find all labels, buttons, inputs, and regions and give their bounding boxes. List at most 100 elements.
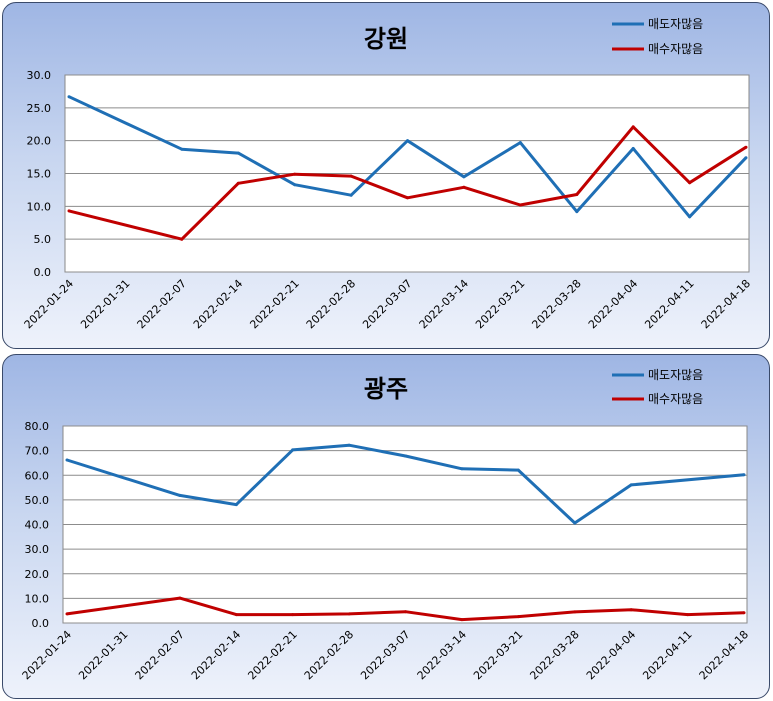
- x-tick-label: 2022-03-21: [471, 628, 525, 682]
- y-tick-label: 30.0: [25, 543, 50, 556]
- data-point: [349, 193, 353, 197]
- data-point: [291, 448, 295, 452]
- x-tick-label: 2022-04-04: [586, 277, 640, 331]
- x-tick-label: 2022-03-07: [358, 628, 412, 682]
- data-point: [404, 610, 407, 614]
- y-tick-label: 20.0: [25, 568, 50, 581]
- data-point: [65, 612, 69, 616]
- x-tick-label: 2022-03-28: [529, 277, 583, 331]
- y-tick-label: 30.0: [27, 69, 52, 82]
- y-tick-label: 0.0: [34, 266, 52, 279]
- legend-label: 매수자많음: [648, 392, 703, 406]
- series-line-sell: [68, 95, 748, 219]
- data-point: [67, 209, 71, 213]
- x-tick-label: 2022-03-28: [527, 628, 581, 682]
- x-tick-label: 2022-02-07: [133, 628, 187, 682]
- data-point: [688, 181, 692, 185]
- data-point: [629, 608, 633, 612]
- data-point: [65, 458, 69, 462]
- data-point: [180, 237, 184, 241]
- x-tick-label: 2022-02-28: [302, 628, 356, 682]
- data-point: [744, 156, 748, 160]
- data-point: [629, 483, 633, 487]
- legend-label: 매도자많음: [648, 17, 703, 31]
- data-point: [178, 596, 182, 600]
- data-point: [67, 95, 71, 99]
- data-point: [573, 610, 577, 614]
- data-point: [575, 210, 579, 214]
- y-tick-label: 20.0: [27, 135, 52, 148]
- x-tick-label: 2022-01-24: [20, 628, 74, 682]
- x-tick-label: 2022-02-14: [191, 277, 245, 331]
- data-point: [406, 196, 409, 200]
- x-tick-label: 2022-03-14: [417, 277, 471, 331]
- data-point: [236, 151, 240, 155]
- y-tick-label: 40.0: [25, 519, 50, 532]
- y-tick-label: 60.0: [25, 469, 50, 482]
- x-tick-label: 2022-03-21: [473, 277, 527, 331]
- x-tick-label: 2022-02-28: [304, 277, 358, 331]
- series-line-buy: [68, 125, 747, 241]
- y-tick-label: 70.0: [25, 445, 50, 458]
- series-line-buy: [66, 596, 745, 622]
- data-point: [462, 175, 466, 179]
- x-tick-label: 2022-02-21: [247, 277, 301, 331]
- x-tick-label: 2022-02-21: [245, 628, 299, 682]
- x-tick-label: 2022-04-11: [642, 277, 696, 331]
- data-point: [518, 141, 522, 145]
- x-tick-label: 2022-04-04: [584, 628, 638, 682]
- data-point: [406, 139, 409, 143]
- chart-title: 강원: [364, 25, 408, 53]
- legend-label: 매도자많음: [648, 368, 703, 382]
- y-tick-label: 15.0: [27, 168, 52, 181]
- y-tick-label: 5.0: [34, 233, 52, 246]
- data-point: [291, 613, 295, 617]
- data-point: [349, 174, 353, 178]
- data-point: [347, 612, 351, 616]
- data-point: [236, 181, 240, 185]
- data-point: [686, 613, 690, 617]
- data-point: [347, 443, 351, 447]
- y-tick-label: 80.0: [25, 420, 50, 433]
- y-tick-label: 25.0: [27, 102, 52, 115]
- data-point: [516, 468, 520, 472]
- chart-panel-gwangju: 광주 매도자많음 매수자많음 0.0 10.0 20.0 30.0 40.0 50.0 60.0 7…: [2, 354, 770, 699]
- data-point: [234, 613, 238, 617]
- x-tick-label: 2022-01-31: [76, 628, 130, 682]
- data-point: [180, 147, 184, 151]
- data-point: [742, 473, 746, 477]
- data-point: [516, 615, 520, 619]
- x-tick-label: 2022-02-14: [189, 628, 243, 682]
- data-point: [518, 203, 522, 207]
- x-tick-label: 2022-04-18: [699, 277, 753, 331]
- data-point: [178, 493, 182, 497]
- data-point: [688, 215, 692, 219]
- data-point: [575, 193, 579, 196]
- legend-label: 매수자많음: [648, 42, 703, 56]
- x-tick-label: 2022-03-14: [415, 628, 469, 682]
- data-point: [744, 145, 748, 149]
- data-point: [460, 467, 464, 471]
- x-tick-label: 2022-03-07: [360, 277, 414, 331]
- x-tick-label: 2022-04-18: [697, 628, 751, 682]
- y-tick-label: 0.0: [32, 617, 50, 630]
- data-point: [460, 618, 464, 622]
- data-point: [631, 125, 635, 129]
- data-point: [293, 172, 297, 176]
- chart-title: 광주: [364, 375, 408, 403]
- data-point: [631, 147, 635, 150]
- data-point: [742, 611, 746, 615]
- data-point: [462, 185, 466, 189]
- data-point: [293, 183, 297, 187]
- data-point: [573, 521, 577, 525]
- x-tick-label: 2022-02-07: [135, 277, 189, 331]
- y-tick-label: 10.0: [27, 200, 52, 213]
- data-point: [404, 454, 407, 458]
- x-tick-label: 2022-01-31: [78, 277, 132, 331]
- data-point: [234, 503, 238, 507]
- y-tick-label: 10.0: [25, 592, 50, 605]
- x-tick-label: 2022-04-11: [640, 628, 694, 682]
